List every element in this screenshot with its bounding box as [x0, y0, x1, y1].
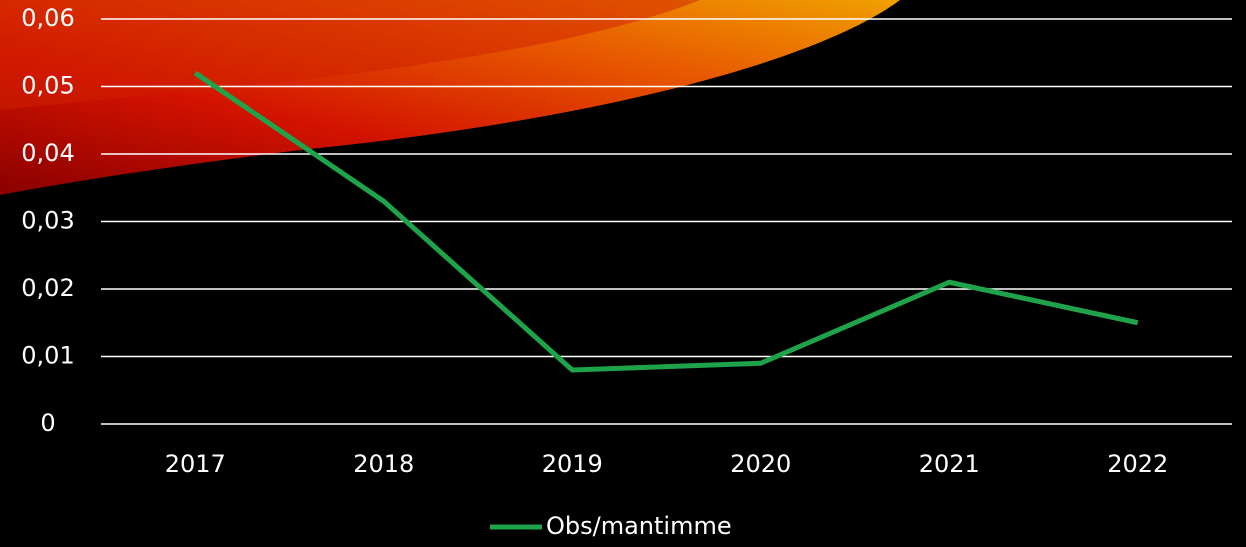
y-tick-label: 0,02	[21, 274, 74, 302]
legend-label: Obs/mantimme	[546, 512, 732, 540]
data-line	[193, 70, 1139, 373]
y-tick-label: 0,06	[21, 4, 74, 32]
x-tick-label: 2018	[353, 450, 414, 478]
y-tick-label: 0,05	[21, 72, 74, 100]
y-tick-label: 0,03	[21, 207, 74, 235]
decorative-swoosh	[0, 0, 700, 110]
x-tick-label: 2021	[919, 450, 980, 478]
y-tick-label: 0,01	[21, 342, 74, 370]
y-tick-label: 0,04	[21, 139, 74, 167]
x-tick-label: 2022	[1107, 450, 1168, 478]
x-tick-label: 2019	[542, 450, 603, 478]
x-tick-label: 2017	[165, 450, 226, 478]
y-tick-label: 0	[40, 409, 55, 437]
x-tick-label: 2020	[730, 450, 791, 478]
